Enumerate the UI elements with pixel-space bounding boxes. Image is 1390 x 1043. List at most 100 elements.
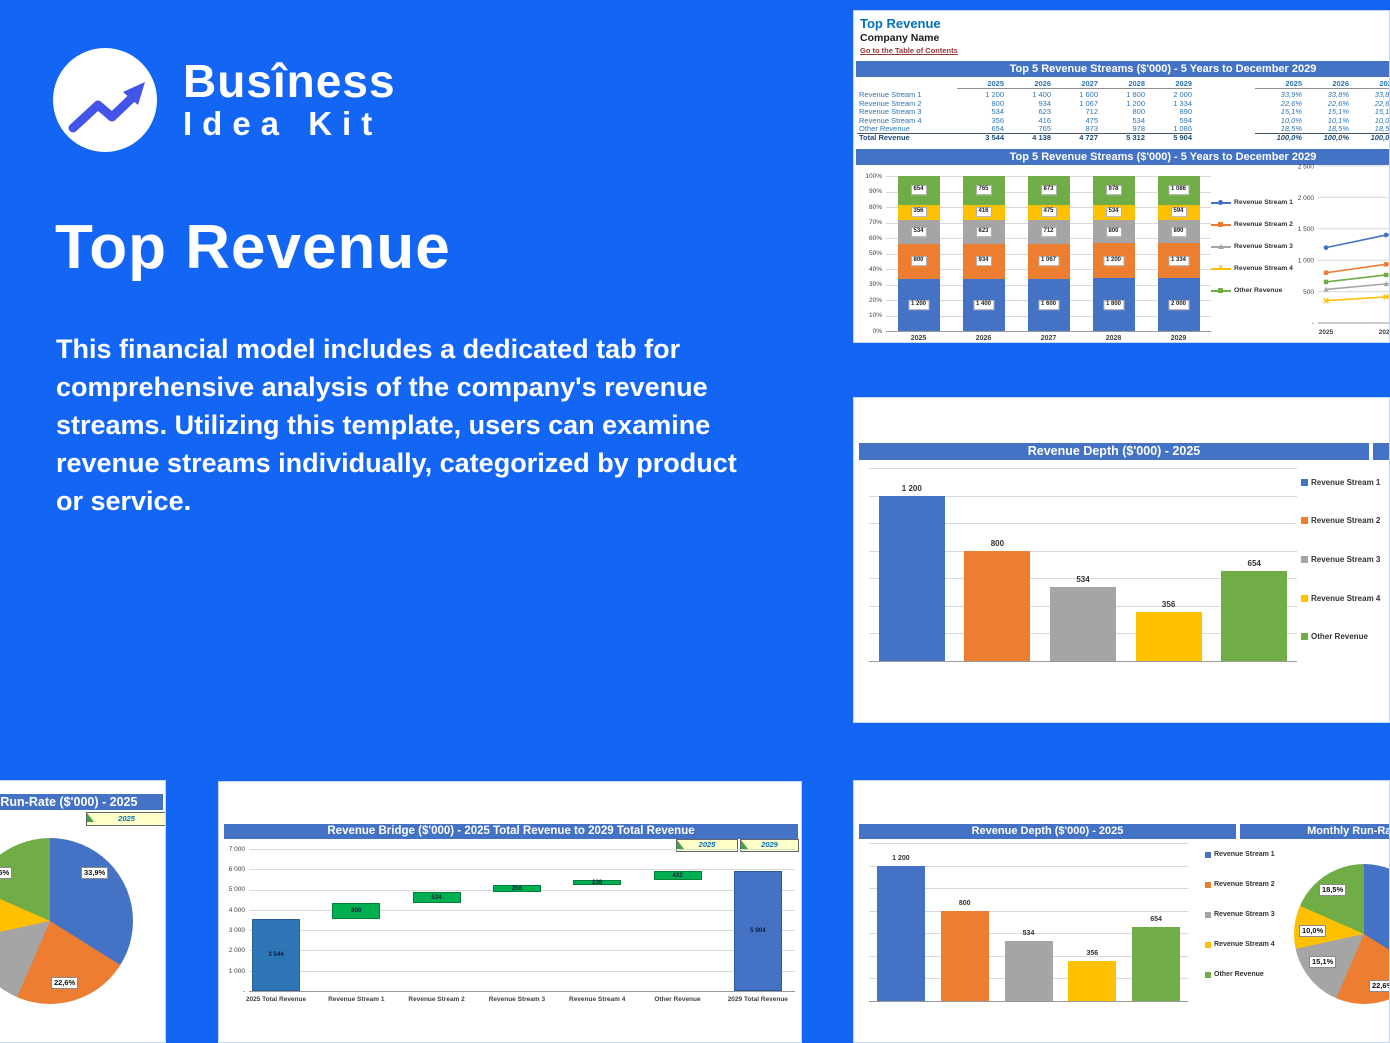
table-cell: 1 334: [1173, 98, 1192, 108]
table-cell: 100,0%: [1302, 132, 1349, 142]
y-axis-tick: 4 000: [228, 906, 245, 914]
x-axis-label: 2028: [1105, 335, 1122, 342]
legend-item: Revenue Stream 4: [1301, 594, 1380, 603]
table-cell: 654: [991, 123, 1004, 133]
legend-label: Other Revenue: [1234, 287, 1283, 294]
pie2-label-other: 18,5%: [1319, 884, 1347, 897]
table-row: 202520262027202820292025202620272028: [857, 79, 1389, 89]
legend-label: Revenue Stream 2: [1311, 516, 1381, 525]
legend-label: Revenue Stream 1: [1311, 478, 1381, 487]
triangle-marker-icon: [1383, 281, 1389, 287]
circle-marker-icon: [1218, 199, 1223, 205]
table-cell: 15,1%: [1374, 107, 1390, 117]
legend-item: Other Revenue: [1211, 287, 1282, 294]
table-cell: 100,0%: [1255, 132, 1302, 142]
table-row: Other Revenue 654 765 873 978 1 086 18,5% 18,5%…: [857, 123, 1389, 133]
y-axis-tick: 500: [1303, 289, 1314, 296]
depth-bar: [1135, 611, 1202, 661]
y-axis-tick: 90%: [868, 188, 882, 196]
x-axis-label: Revenue Stream 4: [569, 996, 626, 1003]
table-row: Total Revenue 3 544 4 138 4 727 5 312 5 904 10…: [857, 132, 1389, 142]
table-cell: Other Revenue: [859, 123, 910, 133]
depth-legend: Revenue Stream 1 Revenue Stream 2 Revenue …: [1301, 398, 1389, 722]
legend-label: Revenue Stream 3: [1214, 911, 1275, 918]
brand-line2: Idea Kit: [183, 105, 383, 142]
table-of-contents-link[interactable]: Go to the Table of Contents: [860, 46, 958, 55]
y-axis-tick: 1 500: [1298, 226, 1315, 233]
segment-value-label: 1 200: [1102, 256, 1125, 266]
legend-line-marker: [1211, 221, 1231, 227]
gridline: [869, 865, 1188, 867]
bridge-value-label: 800: [351, 907, 362, 915]
line-chart-legend: Revenue Stream 1 Revenue Stream 2 Revenue …: [1211, 189, 1293, 309]
depth-runrate-panel-right: Revenue Depth ($'000) - 2025 Monthly Run…: [853, 780, 1390, 1043]
y-axis-tick: 5 000: [228, 886, 245, 894]
bar-value-label: 654: [1150, 916, 1162, 924]
y-axis-tick: 0%: [872, 327, 882, 335]
brand-line1: Busîness: [183, 55, 396, 107]
table-cell: 22,6%: [1280, 98, 1302, 108]
table-cell: 534: [991, 107, 1004, 117]
table-cell: 1 800: [1126, 90, 1145, 100]
legend-item: ✕ Revenue Stream 4: [1211, 265, 1293, 272]
depth-bar: [1221, 570, 1288, 661]
legend-label: Revenue Stream 4: [1214, 941, 1275, 948]
gridline: [249, 849, 795, 850]
table-cell: 10,0%: [1280, 115, 1302, 125]
bridge-bar: [332, 902, 381, 920]
segment-value-label: 765: [975, 185, 992, 196]
gridline: [869, 578, 1297, 580]
bridge-year-box-2025[interactable]: 2025: [676, 839, 738, 852]
table-cell: 2027: [1349, 79, 1389, 89]
y-axis-tick: 3 000: [228, 926, 245, 934]
table-cell: 2029: [1145, 79, 1192, 89]
pie-label-stream2: 22,6%: [51, 977, 79, 990]
gridline: [869, 550, 1297, 552]
depth2-legend: Revenue Stream 1 Revenue Stream 2 Revenue …: [1205, 781, 1285, 1042]
bar-value-label: 534: [1076, 575, 1090, 585]
data-line: [1325, 295, 1389, 302]
x-axis-label: 2029: [1170, 335, 1187, 342]
segment-value-label: 1 086: [1167, 185, 1190, 196]
square-marker-icon: [1301, 517, 1308, 524]
bridge-year-box-2029[interactable]: 2029: [740, 839, 799, 852]
x-axis-label: 2029 Total Revenue: [727, 996, 788, 1003]
table-cell: Revenue Stream 3: [859, 107, 922, 117]
square-marker-icon: [1323, 279, 1329, 285]
table-cell: 18,5%: [1280, 123, 1302, 133]
gridline: [869, 523, 1297, 525]
legend-item: Revenue Stream 1: [1301, 478, 1380, 487]
depth-bar: [1132, 927, 1181, 1001]
year-selector-box[interactable]: 2025: [86, 812, 165, 826]
segment-value-label: 1 200: [907, 299, 930, 310]
y-axis-tick: 2 500: [1298, 163, 1315, 170]
run-rate2-title-bar: Monthly Run-Rate ($'000) - 2025: [1240, 824, 1389, 839]
bridge-title-bar: Revenue Bridge ($'000) - 2025 Total Reve…: [224, 824, 798, 839]
table-cell: 978: [1132, 123, 1145, 133]
triangle-marker-icon: [1218, 243, 1224, 249]
segment-value-label: 1 067: [1037, 256, 1060, 266]
legend-line-marker: [1211, 199, 1231, 205]
bar-value-label: 800: [958, 899, 971, 907]
y-axis-tick: 7 000: [228, 845, 245, 853]
square-marker-icon: [1218, 287, 1223, 293]
legend-line-marker: ✕: [1211, 265, 1231, 271]
legend-item: Revenue Stream 1: [1211, 199, 1293, 206]
bridge-bar: [733, 871, 782, 991]
square-marker-icon: [1205, 851, 1211, 858]
table-cell: 356: [991, 115, 1004, 125]
table-cell: Total Revenue: [857, 132, 957, 142]
table-cell: 33,9%: [1280, 90, 1302, 100]
table-cell: 15,1%: [1327, 107, 1349, 117]
gridline: [249, 970, 795, 972]
data-line: [1325, 263, 1389, 274]
y-axis-tick: 100%: [865, 172, 882, 180]
bar-value-label: 1 200: [901, 483, 922, 493]
bar-value-label: 1 200: [892, 854, 910, 862]
segment-value-label: 416: [975, 207, 992, 218]
segment-value-label: 1 800: [1102, 299, 1125, 310]
table-cell: 33,8%: [1374, 90, 1390, 100]
x-marker-icon: ✕: [1218, 264, 1224, 271]
segment-value-label: 623: [975, 226, 992, 237]
y-axis-tick: 80%: [868, 203, 882, 211]
